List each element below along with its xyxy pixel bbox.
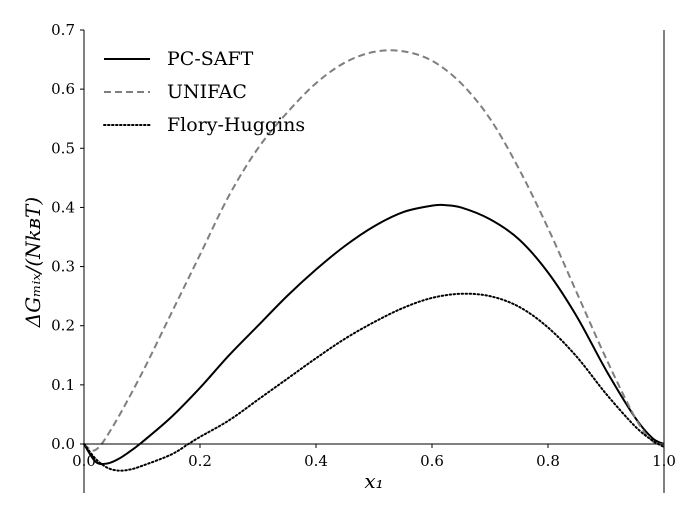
y-axis-label: ΔGₘᵢₓ/(NkʙT) [21, 197, 45, 328]
legend: PC-SAFT UNIFAC Flory-Huggins [103, 48, 305, 136]
legend-label: UNIFAC [167, 81, 247, 103]
legend-label: Flory-Huggins [167, 114, 305, 136]
x-tick-label: 0.6 [420, 452, 444, 470]
y-tick-label: 0.5 [51, 139, 75, 157]
x-tick-label: 0.2 [188, 452, 212, 470]
y-tick-label: 0.6 [51, 80, 75, 98]
series-layer [83, 49, 665, 472]
series-line-flory-huggins [83, 292, 665, 472]
y-tick-label: 0.2 [51, 317, 75, 335]
series-line-pc-saft [83, 203, 665, 466]
legend-label: PC-SAFT [167, 48, 254, 70]
y-tick-label: 0.4 [51, 198, 75, 216]
series-line-unifac [83, 49, 665, 452]
x-tick-label: 0.8 [536, 452, 560, 470]
y-tick-label: 0.7 [51, 21, 75, 39]
x-tick-label: 0.4 [304, 452, 328, 470]
x-tick-label: 1.0 [652, 452, 676, 470]
y-tick-label: 0.1 [51, 376, 75, 394]
ticks-layer: 0.0 0.2 0.4 0.6 0.8 1.0 0.0 0.1 0.2 0.3 0.4 0.5 0.6 0… [51, 21, 676, 470]
axes-layer [83, 30, 665, 493]
x-tick-label: 0.0 [72, 452, 96, 470]
y-tick-label: 0.3 [51, 258, 75, 276]
y-tick-label: 0.0 [51, 435, 75, 453]
x-axis-label: x₁ [364, 469, 383, 493]
